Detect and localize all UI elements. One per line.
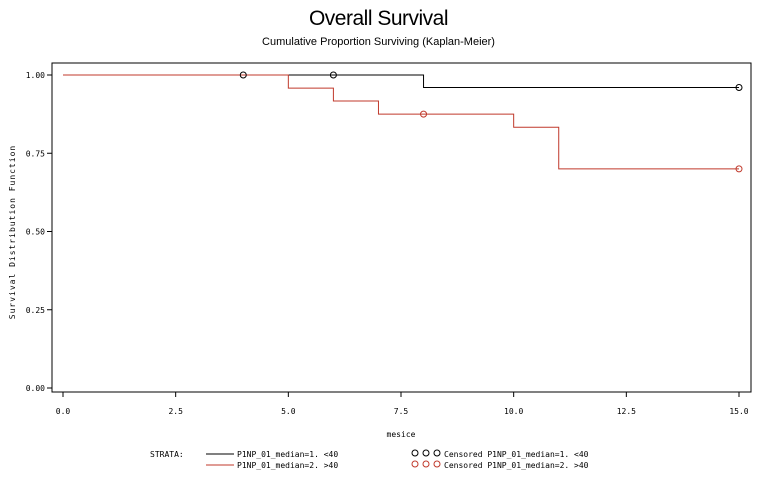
x-axis-label: mesice (387, 430, 416, 439)
x-tick-label: 7.5 (394, 407, 409, 416)
survival-line-1 (63, 74, 739, 89)
x-tick-label: 0.0 (56, 407, 71, 416)
y-tick-label: 0.00 (26, 384, 45, 393)
censor-group (239, 71, 743, 173)
y-tick-label: 0.25 (26, 306, 45, 315)
legend-series-label: P1NP_01_median=2. >40 (237, 461, 338, 470)
legend-censored-label: Censored P1NP_01_median=2. >40 (444, 461, 589, 470)
censor-marker-2 (735, 165, 743, 173)
x-axis: 0.0 2.5 5.0 7.5 10.0 12.5 15.0 (56, 392, 749, 416)
survival-line-2 (63, 74, 739, 170)
legend-censor-swatch (433, 460, 441, 468)
x-tick-label: 10.0 (504, 407, 523, 416)
y-tick-label: 1.00 (26, 71, 45, 80)
x-tick-label: 5.0 (281, 407, 296, 416)
censor-marker-1 (329, 71, 337, 79)
y-axis-label: Survival Distribution Function (8, 145, 17, 320)
x-tick-label: 2.5 (168, 407, 183, 416)
legend-censored-label: Censored P1NP_01_median=1. <40 (444, 450, 589, 459)
x-tick-label: 12.5 (617, 407, 636, 416)
y-tick-label: 0.50 (26, 228, 45, 237)
legend-censor-swatch (411, 449, 419, 457)
legend-series-label: P1NP_01_median=1. <40 (237, 450, 338, 459)
y-tick-label: 0.75 (26, 149, 45, 158)
censor-marker-1 (735, 84, 743, 92)
legend: P1NP_01_median=1. <40 Censored P1NP_01_me… (206, 449, 589, 470)
legend-strata-label: STRATA: (150, 450, 184, 459)
chart-subtitle: Cumulative Proportion Surviving (Kaplan-… (262, 36, 495, 48)
chart-title: Overall Survival (308, 7, 449, 30)
legend-censor-swatch (422, 449, 430, 457)
legend-censor-swatch (411, 460, 419, 468)
plot-frame (51, 62, 752, 393)
legend-censor-swatch (433, 449, 441, 457)
legend-censor-swatch (422, 460, 430, 468)
series-group (63, 74, 739, 170)
x-tick-label: 15.0 (729, 407, 748, 416)
y-axis: 0.00 0.25 0.50 0.75 1.00 (26, 71, 52, 393)
censor-marker-2 (420, 110, 428, 118)
censor-marker-1 (239, 71, 247, 79)
